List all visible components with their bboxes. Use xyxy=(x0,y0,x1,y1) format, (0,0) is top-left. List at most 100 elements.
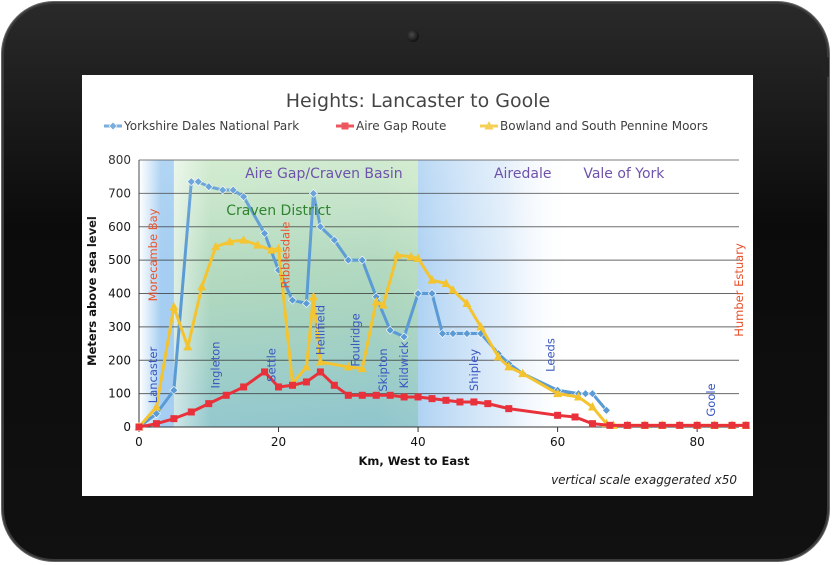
data-point xyxy=(308,291,318,301)
data-point xyxy=(288,295,297,305)
y-tick-label: 0 xyxy=(123,420,131,434)
data-point xyxy=(571,413,579,421)
tablet-screen: 0 100 200 300 400 500 600 700 800 0 20 40 60 80 Aire … xyxy=(82,75,753,496)
data-point xyxy=(315,356,325,366)
data-point xyxy=(151,401,161,411)
camera-icon xyxy=(407,30,419,42)
data-point xyxy=(308,188,318,198)
data-point xyxy=(274,243,284,252)
data-point xyxy=(193,177,203,187)
data-point xyxy=(413,289,423,298)
data-point xyxy=(448,329,458,338)
data-point xyxy=(275,383,283,391)
y-tick-label: 600 xyxy=(108,220,131,234)
data-point xyxy=(222,391,230,399)
data-point xyxy=(187,408,195,416)
data-point xyxy=(301,361,311,371)
data-point xyxy=(228,185,238,195)
place-label: Humber Estuary xyxy=(732,243,746,337)
data-point xyxy=(358,391,366,399)
y-tick-label: 100 xyxy=(108,387,131,401)
data-point xyxy=(588,420,596,428)
data-point xyxy=(428,395,436,403)
labels: Aire Gap/Craven Basin Airedale Vale of Yor… xyxy=(104,119,746,417)
place-label: Morecambe Bay xyxy=(146,208,160,301)
data-point xyxy=(267,245,277,254)
place-label: Kildwick xyxy=(397,341,411,388)
y-tick-label: 700 xyxy=(108,186,131,200)
place-label: Lancaster xyxy=(146,347,160,404)
data-point xyxy=(484,121,494,130)
data-point xyxy=(225,236,235,246)
place-label: Settle xyxy=(265,348,279,382)
data-point xyxy=(170,415,178,423)
series-group xyxy=(134,177,751,432)
data-point xyxy=(623,421,631,429)
data-point xyxy=(169,385,179,395)
place-label: Leeds xyxy=(544,338,558,372)
x-tick-label: 20 xyxy=(271,435,286,449)
region-label-airedale: Airedale xyxy=(494,166,552,182)
gridlines: 0 100 200 300 400 500 600 700 800 0 20 40 60 80 xyxy=(108,153,739,449)
y-tick-label: 500 xyxy=(108,253,131,267)
data-point xyxy=(169,301,179,311)
chart-title: Heights: Lancaster to Goole xyxy=(286,90,550,112)
data-point xyxy=(505,405,513,413)
y-tick-label: 800 xyxy=(108,153,131,167)
data-point xyxy=(711,421,719,429)
legend-label: Bowland and South Pennine Moors xyxy=(500,119,708,133)
data-point xyxy=(261,368,269,376)
data-point xyxy=(414,393,422,401)
data-point xyxy=(553,388,563,398)
legend-item: Bowland and South Pennine Moors xyxy=(480,119,708,133)
data-point xyxy=(372,391,380,399)
scale-note: vertical scale exaggerated x50 xyxy=(551,473,737,487)
data-point xyxy=(108,121,118,131)
data-point xyxy=(240,383,248,391)
data-point xyxy=(357,363,367,373)
chart: 0 100 200 300 400 500 600 700 800 0 20 40 60 80 Aire … xyxy=(85,90,751,487)
legend-label: Aire Gap Route xyxy=(356,119,446,133)
y-tick-label: 300 xyxy=(108,320,131,334)
legend: Yorkshire Dales National Park Aire Gap Ro… xyxy=(104,119,708,133)
region-label-vale-of-york: Vale of York xyxy=(583,166,665,182)
x-tick-label: 40 xyxy=(410,435,425,449)
data-point xyxy=(392,250,402,259)
data-point xyxy=(427,289,437,298)
data-point xyxy=(504,361,514,371)
data-point xyxy=(204,182,214,192)
data-point xyxy=(186,177,196,187)
x-tick-label: 60 xyxy=(550,435,565,449)
data-point xyxy=(554,411,562,419)
data-point xyxy=(476,321,486,331)
y-tick-label: 400 xyxy=(108,287,131,301)
x-tick-label: 0 xyxy=(135,435,143,449)
data-point xyxy=(239,192,249,202)
data-point xyxy=(330,381,338,389)
data-point xyxy=(197,281,207,291)
region-label-craven-district: Craven District xyxy=(226,203,331,219)
data-point xyxy=(371,296,381,306)
region-label-aire-gap: Aire Gap/Craven Basin xyxy=(245,166,403,182)
data-point xyxy=(399,332,409,342)
data-point xyxy=(588,389,597,399)
data-point xyxy=(587,401,597,411)
data-point xyxy=(329,235,339,245)
data-point xyxy=(728,421,736,429)
place-label: Ingleton xyxy=(209,341,223,388)
data-point xyxy=(302,378,310,386)
place-label: Shipley xyxy=(467,349,481,391)
data-point xyxy=(357,255,367,265)
place-label: Goole xyxy=(704,383,718,416)
data-point xyxy=(152,420,160,428)
data-point xyxy=(211,241,221,251)
data-point xyxy=(413,253,423,262)
data-point xyxy=(693,421,701,429)
data-point xyxy=(658,421,666,429)
data-point xyxy=(448,285,458,294)
data-point xyxy=(456,398,464,406)
data-point xyxy=(343,361,353,371)
data-point xyxy=(742,421,750,429)
data-point xyxy=(400,393,408,401)
data-point xyxy=(470,398,478,406)
